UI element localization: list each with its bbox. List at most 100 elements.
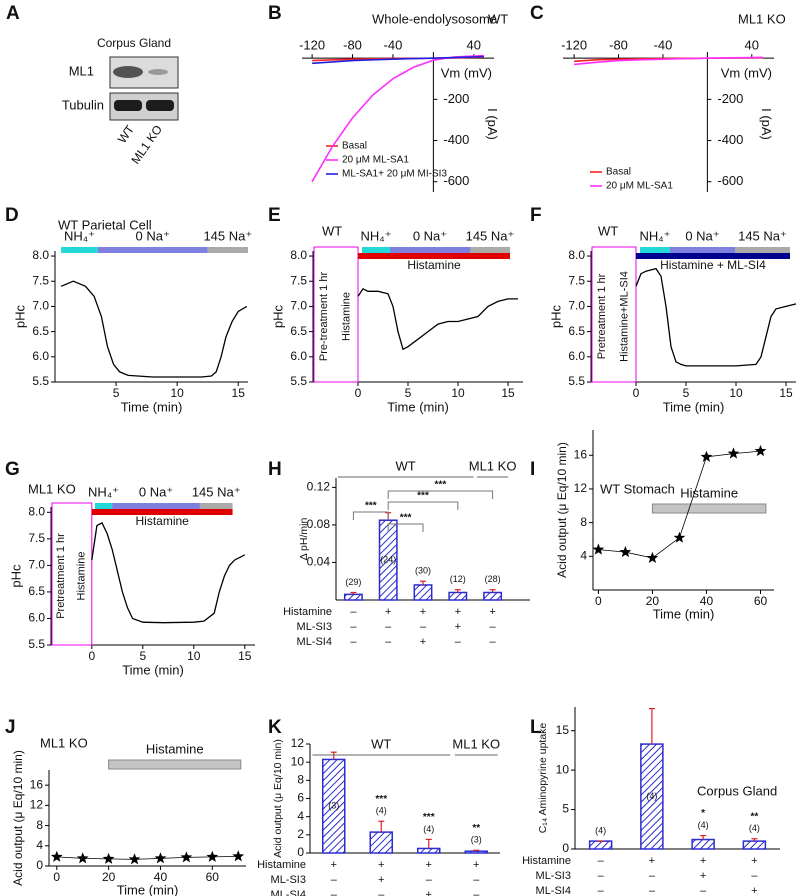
segment-label: NH₄⁺ [640, 228, 671, 243]
x-axis-label: Time (min) [122, 662, 184, 677]
y-tick-label: 5.5 [28, 637, 45, 651]
y-tick-label: 0.12 [307, 480, 331, 494]
trace-line [60, 280, 248, 378]
x-tick-label: 40 [154, 870, 168, 884]
n-label: (29) [345, 577, 361, 587]
segment-bar [640, 247, 670, 253]
segment-bar [362, 247, 390, 253]
blot-band [148, 69, 168, 75]
bar [742, 840, 767, 850]
y-axis-label: Acid output (μ Eq/10 min) [272, 739, 284, 858]
y-tick-label: 4 [580, 548, 587, 562]
y-tick-label: 7.0 [568, 299, 585, 313]
y-tick-label: -200 [717, 91, 743, 106]
panel-letter: H [268, 459, 282, 480]
treatment-sign: – [350, 636, 357, 648]
segment-label: NH₄⁺ [88, 484, 119, 499]
panel-letter: B [268, 3, 282, 24]
treatment-sign: + [489, 606, 495, 618]
treatment-sign: – [490, 636, 497, 648]
treatment-sign: – [331, 889, 338, 896]
significance-label: ** [750, 811, 758, 822]
star-marker [180, 851, 193, 863]
chart-title: Corpus Gland [697, 783, 777, 798]
y-tick-label: 0 [36, 858, 43, 872]
treatment-sign: + [378, 859, 384, 871]
panel-letter: I [530, 459, 535, 480]
y-axis-label: C₁₄ Aminopyrine uptake [537, 723, 549, 834]
star-marker [673, 531, 686, 543]
x-tick-label: 5 [683, 386, 690, 400]
y-tick-label: 6.5 [290, 324, 307, 338]
y-tick-label: 6.0 [28, 611, 45, 625]
treatment-row-label: ML-SI3 [271, 874, 306, 886]
segment-bar [207, 247, 248, 253]
y-tick-label: 0 [297, 845, 304, 859]
y-tick-label: 10 [291, 754, 305, 768]
treatment-bar [636, 253, 790, 259]
treatment-row-label: ML-SI4 [271, 889, 306, 896]
segment-bar [390, 247, 470, 253]
y-tick-label: 8.0 [32, 248, 49, 262]
y-axis-label: pHc [270, 304, 285, 328]
bar [417, 847, 441, 854]
comparison-bracket [352, 511, 389, 520]
segment-bar [112, 503, 200, 509]
trace-line [56, 856, 239, 860]
bar [691, 838, 715, 850]
x-axis-label: Vm (mV) [721, 66, 772, 81]
significance-label: *** [375, 794, 387, 805]
star-marker [206, 850, 219, 862]
x-axis-label: Time (min) [117, 882, 179, 896]
group-label: ML1 KO [469, 458, 517, 473]
bar [369, 831, 393, 854]
significance-label: *** [423, 812, 435, 823]
x-tick-label: 5 [139, 649, 146, 663]
y-tick-label: 6.0 [568, 349, 585, 363]
treatment-sign: + [455, 606, 461, 618]
treatment-row-label: ML-SI3 [536, 870, 571, 882]
y-tick-label: 12 [574, 481, 588, 495]
comparison-bracket [387, 523, 424, 532]
y-tick-label: 7.5 [290, 273, 307, 287]
star-marker [102, 852, 115, 864]
y-tick-label: 0.08 [307, 517, 331, 531]
y-tick-label: 10 [556, 762, 570, 776]
treatment-sign: – [598, 870, 605, 882]
y-tick-label: 8 [36, 818, 43, 832]
treatment-sign: – [473, 889, 480, 896]
pretreatment-label: Histamine [76, 552, 88, 601]
y-axis-label: I (pA) [759, 108, 774, 140]
treatment-row-label: ML-SI4 [297, 636, 332, 648]
treatment-sign: + [420, 636, 426, 648]
segment-label: 145 Na⁺ [192, 484, 241, 499]
segment-label: NH₄⁺ [361, 228, 392, 243]
bar [464, 850, 488, 854]
n-label: (28) [485, 574, 501, 584]
treatment-row-label: Histamine [257, 859, 306, 871]
significance-label: * [701, 808, 705, 819]
treatment-bar [651, 503, 767, 514]
chart-title: WT Stomach [600, 481, 675, 496]
comparison-label: *** [400, 513, 412, 524]
panel-letter: F [530, 205, 542, 226]
treatment-label: Histamine [146, 741, 204, 756]
treatment-sign: – [649, 885, 656, 896]
treatment-bar [91, 509, 233, 515]
segment-label: 0 Na⁺ [136, 228, 170, 243]
y-tick-label: -200 [443, 91, 469, 106]
treatment-sign: + [426, 859, 432, 871]
y-tick-label: 8.0 [568, 248, 585, 262]
y-tick-label: 12 [30, 798, 44, 812]
legend-label: Basal [342, 141, 367, 152]
x-tick-label: -80 [343, 38, 362, 53]
star-marker [700, 450, 713, 462]
y-tick-label: 5 [562, 802, 569, 816]
x-tick-label: 10 [451, 386, 465, 400]
panel-letter: J [5, 717, 16, 738]
star-marker [154, 852, 167, 864]
treatment-label: Histamine + ML-SI4 [660, 258, 766, 272]
n-label: (30) [415, 566, 431, 576]
n-label: (4) [646, 791, 657, 801]
bar [483, 591, 503, 601]
